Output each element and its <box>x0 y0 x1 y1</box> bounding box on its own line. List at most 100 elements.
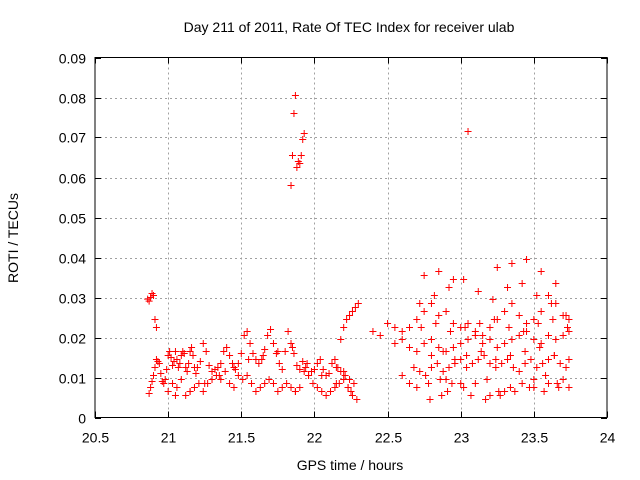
data-point <box>521 348 529 355</box>
data-point <box>435 344 443 351</box>
data-point <box>145 297 153 305</box>
data-point <box>413 316 421 323</box>
data-point <box>221 368 229 375</box>
data-point <box>479 340 487 347</box>
data-point <box>189 352 197 359</box>
data-point <box>297 152 305 159</box>
data-point <box>565 316 573 323</box>
data-point <box>303 360 311 367</box>
data-point <box>547 300 555 307</box>
data-point <box>406 324 414 331</box>
data-point <box>509 364 517 371</box>
data-point <box>492 356 500 363</box>
data-point <box>445 284 453 291</box>
data-point <box>190 384 198 391</box>
data-point <box>515 332 523 339</box>
data-point <box>246 340 254 347</box>
data-point <box>555 384 563 391</box>
data-point <box>328 360 336 367</box>
data-point <box>436 376 444 383</box>
data-point <box>504 356 512 363</box>
data-point <box>559 376 567 383</box>
data-point <box>278 366 286 373</box>
data-point <box>350 380 358 387</box>
data-point <box>340 376 348 383</box>
data-point <box>293 164 301 171</box>
data-point <box>562 364 570 371</box>
data-point <box>283 380 291 387</box>
data-point <box>310 366 318 373</box>
data-point <box>226 352 234 359</box>
data-point <box>331 356 339 363</box>
data-point <box>291 92 299 99</box>
data-point <box>451 356 459 363</box>
data-point <box>460 384 468 391</box>
data-point <box>237 350 245 357</box>
data-point <box>417 324 425 331</box>
data-point <box>490 316 498 323</box>
y-tick-label: 0.07 <box>59 130 86 146</box>
data-point <box>527 356 535 363</box>
data-point <box>533 292 541 299</box>
data-point <box>559 332 567 339</box>
data-point <box>288 344 296 351</box>
data-point <box>256 384 264 391</box>
data-points <box>144 92 573 403</box>
data-point <box>495 388 503 395</box>
data-point <box>460 276 468 283</box>
data-point <box>288 152 296 159</box>
data-point <box>467 392 475 399</box>
data-point <box>537 268 545 275</box>
data-point <box>493 264 501 271</box>
data-point <box>444 388 452 395</box>
data-point <box>331 384 339 391</box>
data-point <box>413 384 421 391</box>
data-point <box>539 360 547 367</box>
data-point <box>427 300 435 307</box>
data-point <box>217 360 225 367</box>
data-point <box>195 380 203 387</box>
data-point <box>492 364 500 371</box>
data-point <box>501 308 509 315</box>
data-point <box>182 364 190 371</box>
data-point <box>167 354 175 361</box>
x-tick-label: 23 <box>454 430 470 446</box>
data-point <box>483 376 491 383</box>
data-point <box>398 336 406 343</box>
data-point <box>550 352 558 359</box>
data-point <box>406 344 414 351</box>
data-point <box>157 370 165 377</box>
data-point <box>474 288 482 295</box>
data-point <box>248 380 256 387</box>
data-point <box>327 388 335 395</box>
data-point <box>305 372 313 379</box>
data-point <box>264 332 272 339</box>
data-point <box>461 324 469 331</box>
data-point <box>391 324 399 331</box>
data-point <box>267 326 275 333</box>
x-axis-label: GPS time / hours <box>297 457 404 473</box>
plot-frame <box>94 57 608 418</box>
data-point <box>252 388 260 395</box>
data-point <box>391 340 399 347</box>
data-point <box>445 364 453 371</box>
data-point <box>220 348 228 355</box>
data-point <box>202 348 210 355</box>
data-point <box>520 328 528 335</box>
data-point <box>477 348 485 355</box>
data-point <box>296 160 304 167</box>
data-point <box>148 378 156 385</box>
data-point <box>442 376 450 383</box>
data-point <box>249 350 257 357</box>
data-point <box>261 346 269 353</box>
data-point <box>340 368 348 375</box>
data-point <box>353 396 361 403</box>
data-point <box>340 324 348 331</box>
x-tick-label: 24 <box>600 430 616 446</box>
data-point <box>518 380 526 387</box>
data-point <box>533 364 541 371</box>
data-point <box>427 352 435 359</box>
y-tick-label: 0.04 <box>59 251 86 267</box>
data-point <box>313 384 321 391</box>
data-point <box>544 356 552 363</box>
